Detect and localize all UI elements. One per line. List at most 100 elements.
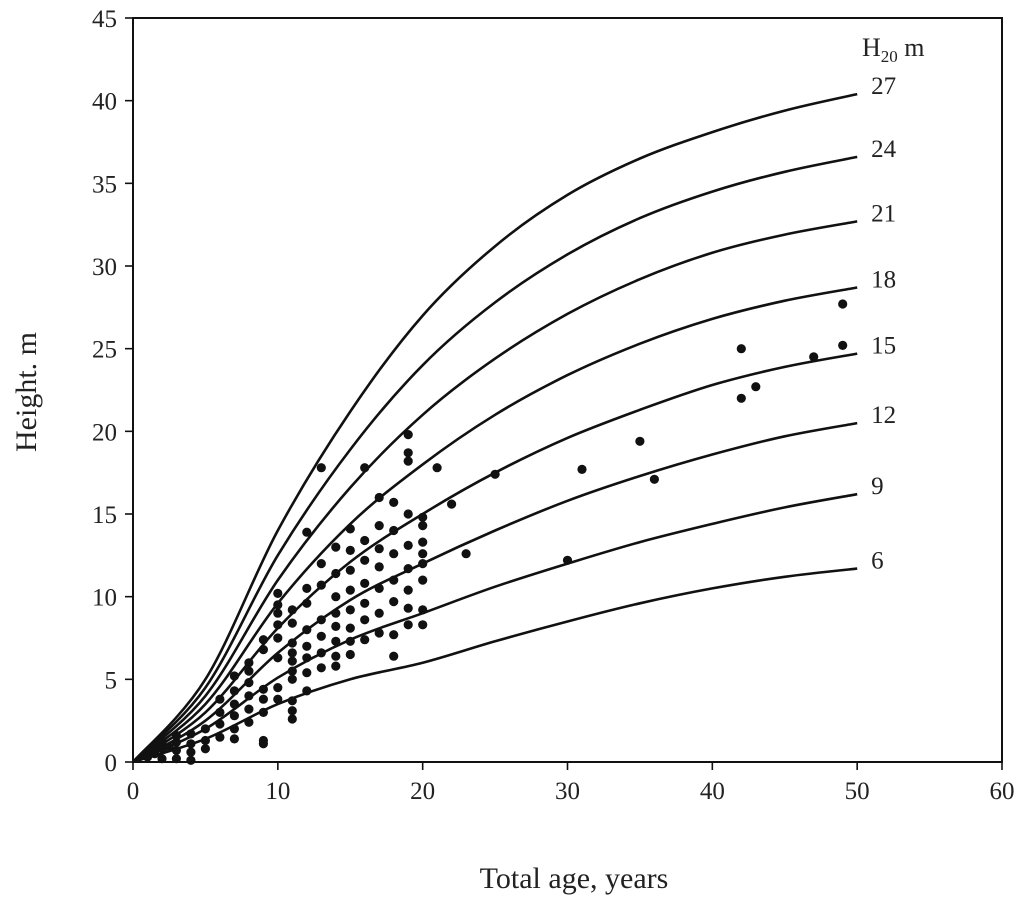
data-point	[360, 555, 370, 565]
data-point	[360, 463, 370, 473]
curve-h20-9	[132, 492, 858, 764]
data-point	[331, 651, 341, 661]
data-point	[316, 663, 326, 673]
data-point	[273, 683, 283, 693]
data-point	[418, 575, 428, 585]
data-point	[200, 744, 210, 754]
curve-h20-6	[132, 567, 858, 764]
data-point	[273, 653, 283, 663]
data-point	[229, 734, 239, 744]
data-point	[418, 512, 428, 522]
data-point	[562, 555, 573, 565]
data-point	[418, 521, 428, 531]
axis-ticks	[125, 17, 1003, 770]
data-point	[577, 464, 587, 474]
scatter-points-layer	[142, 299, 848, 765]
data-point	[490, 469, 500, 479]
data-point	[302, 686, 312, 696]
curves-layer	[132, 92, 858, 764]
data-point	[403, 564, 413, 574]
data-point	[345, 524, 355, 534]
data-point	[345, 605, 355, 615]
data-point	[403, 620, 413, 630]
data-point	[244, 666, 254, 676]
y-tick-label: 10	[92, 585, 117, 612]
legend-title: H20 m	[862, 33, 925, 66]
data-point	[164, 742, 174, 752]
data-point	[331, 592, 341, 602]
curve-label-21: 21	[871, 200, 896, 227]
data-point	[229, 699, 239, 709]
data-point	[736, 393, 746, 403]
data-point	[287, 696, 297, 706]
data-point	[171, 737, 181, 747]
data-point	[244, 678, 254, 688]
y-tick-label: 5	[105, 667, 118, 694]
data-point	[838, 340, 848, 350]
x-tick-label: 0	[127, 778, 140, 805]
y-tick-label: 15	[92, 502, 117, 529]
data-point	[287, 714, 297, 724]
data-point	[838, 299, 848, 309]
data-point	[389, 549, 399, 559]
data-point	[244, 691, 254, 701]
data-point	[142, 752, 153, 762]
data-point	[374, 608, 384, 618]
data-point	[186, 739, 196, 749]
data-point	[215, 732, 225, 742]
y-tick-label: 30	[92, 254, 117, 281]
curve-label-18: 18	[871, 266, 896, 293]
data-point	[403, 430, 413, 440]
data-point	[345, 545, 355, 556]
data-point	[302, 653, 312, 663]
data-point	[302, 583, 312, 594]
data-point	[389, 651, 399, 661]
data-point	[360, 598, 370, 608]
data-point	[432, 463, 442, 473]
data-point	[331, 542, 341, 552]
y-tick-label: 35	[92, 171, 117, 198]
data-point	[302, 527, 312, 537]
x-tick-label: 60	[990, 778, 1015, 805]
data-point	[751, 382, 761, 392]
data-point	[345, 649, 355, 660]
data-point	[418, 620, 428, 630]
data-point	[389, 630, 399, 640]
data-point	[331, 568, 341, 579]
data-point	[389, 597, 399, 607]
data-point	[287, 618, 297, 628]
data-point	[345, 636, 355, 646]
data-point	[273, 608, 283, 618]
data-point	[229, 671, 239, 681]
data-point	[649, 474, 660, 484]
curve-h20-18	[132, 286, 858, 764]
data-point	[316, 648, 326, 658]
data-point	[215, 694, 225, 704]
y-tick-label: 40	[92, 89, 117, 116]
data-point	[374, 562, 384, 572]
data-point	[418, 605, 428, 615]
data-point	[258, 645, 268, 655]
data-point	[389, 525, 399, 536]
data-point	[215, 707, 225, 718]
data-point	[736, 344, 746, 354]
data-point	[287, 656, 297, 666]
data-point	[403, 585, 413, 595]
data-point	[316, 580, 326, 590]
data-point	[171, 745, 181, 756]
data-point	[287, 666, 297, 676]
data-point	[229, 711, 239, 721]
data-point	[389, 497, 399, 507]
y-tick-label: 45	[92, 6, 117, 33]
data-point	[418, 559, 428, 569]
data-point	[200, 724, 210, 734]
data-point	[157, 744, 167, 754]
curve-h20-24	[132, 155, 858, 763]
data-point	[316, 631, 326, 641]
curve-label-24: 24	[871, 136, 897, 163]
x-tick-label: 10	[265, 778, 290, 805]
data-point	[331, 636, 341, 646]
data-point	[273, 694, 283, 704]
data-point	[287, 638, 297, 648]
